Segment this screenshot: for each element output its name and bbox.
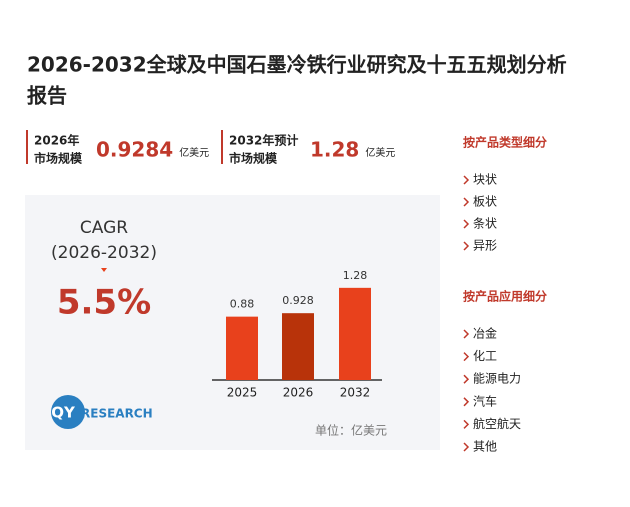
title: 报告 xyxy=(27,84,67,108)
cagr-label: CAGR xyxy=(80,218,128,238)
value-label: 0.88 xyxy=(230,298,255,311)
cagr-period: (2026-2032) xyxy=(51,243,157,263)
chevron xyxy=(463,419,470,429)
segment-item: 其他 xyxy=(473,440,497,454)
stat-value: 1.28 xyxy=(310,138,359,162)
chevron xyxy=(463,442,470,452)
stat-label: 2032年预计 xyxy=(229,133,298,148)
logo-globe xyxy=(51,395,85,429)
bar xyxy=(282,313,314,380)
title: 2026-2032全球及中国石墨冷铁行业研究及十五五规划分析 xyxy=(27,53,567,77)
x-tick-label: 2032 xyxy=(340,386,371,400)
stat-label: 2026年 xyxy=(34,133,79,148)
segment-item: 能源电力 xyxy=(473,372,521,386)
value-label: 0.928 xyxy=(282,294,314,307)
stat-value: 0.9284 xyxy=(96,138,173,162)
chevron xyxy=(463,219,470,229)
chevron xyxy=(463,241,470,251)
segment-item: 化工 xyxy=(473,349,497,363)
segment-item: 异形 xyxy=(473,239,497,253)
stat-bar xyxy=(221,130,223,164)
x-tick-label: 2025 xyxy=(227,386,258,400)
x-tick-label: 2026 xyxy=(283,386,314,400)
chevron xyxy=(463,374,470,384)
cagr-value: 5.5% xyxy=(57,283,151,323)
segment-title: 按产品类型细分 xyxy=(463,135,547,150)
segment-item: 条状 xyxy=(473,217,497,231)
segment-item: 航空航天 xyxy=(473,416,521,431)
value-label: 1.28 xyxy=(343,269,368,282)
bar xyxy=(339,287,371,380)
chevron xyxy=(463,197,470,207)
segment-item: 块状 xyxy=(473,173,497,187)
stat-label: 市场规模 xyxy=(34,151,83,166)
stat-unit: 亿美元 xyxy=(365,146,395,159)
cagr-arrow xyxy=(101,268,107,272)
segment-item: 汽车 xyxy=(473,393,497,408)
bar xyxy=(226,316,258,380)
stat-label: 市场规模 xyxy=(229,151,278,166)
chevron xyxy=(463,175,470,185)
chevron xyxy=(463,397,470,407)
chevron xyxy=(463,329,470,339)
segment-title: 按产品应用细分 xyxy=(463,289,547,304)
segment-item: 冶金 xyxy=(473,326,497,341)
logo-mark: QY xyxy=(51,404,76,422)
unit: 单位：亿美元 xyxy=(315,423,387,438)
stat-bar xyxy=(26,130,28,164)
logo-text: RESEARCH xyxy=(81,407,153,421)
segment-item: 板状 xyxy=(473,195,497,209)
stat-unit: 亿美元 xyxy=(179,146,209,159)
chevron xyxy=(463,352,470,362)
